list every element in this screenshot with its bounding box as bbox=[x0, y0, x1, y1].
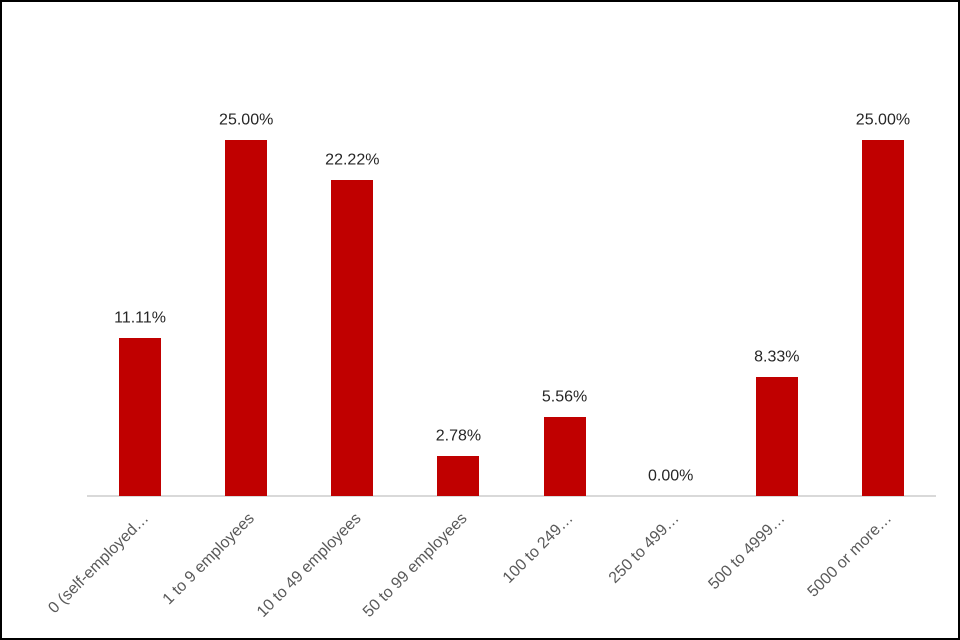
bar bbox=[331, 179, 374, 496]
bar bbox=[543, 416, 586, 496]
bar-value-label: 11.11% bbox=[114, 309, 167, 327]
x-axis-category-label: 0 (self-employed… bbox=[45, 510, 153, 617]
x-axis-category-label: 50 to 99 employees bbox=[359, 510, 471, 621]
bar bbox=[755, 377, 798, 496]
x-axis-category-label: 250 to 499… bbox=[605, 510, 683, 587]
x-axis-category-label: 1 to 9 employees bbox=[160, 510, 259, 609]
x-axis-category-label: 100 to 249… bbox=[499, 510, 577, 587]
bar bbox=[119, 337, 162, 496]
bar bbox=[225, 140, 268, 496]
bar bbox=[437, 456, 480, 496]
bar-value-label: 8.33% bbox=[754, 349, 800, 367]
bar-value-label: 2.78% bbox=[435, 428, 482, 446]
bar-value-label: 5.56% bbox=[541, 388, 588, 406]
bar-value-label: 22.22% bbox=[325, 151, 380, 169]
bar-value-label: 0.00% bbox=[648, 467, 694, 485]
x-axis-line bbox=[87, 495, 936, 497]
x-axis-category-label: 500 to 4999… bbox=[705, 510, 789, 594]
bar-value-label: 25.00% bbox=[219, 111, 274, 129]
x-axis-category-label: 5000 or more… bbox=[804, 510, 895, 601]
x-axis-category-label: 10 to 49 employees bbox=[253, 510, 365, 621]
bar bbox=[861, 140, 904, 496]
bar-value-label: 25.00% bbox=[855, 111, 911, 129]
